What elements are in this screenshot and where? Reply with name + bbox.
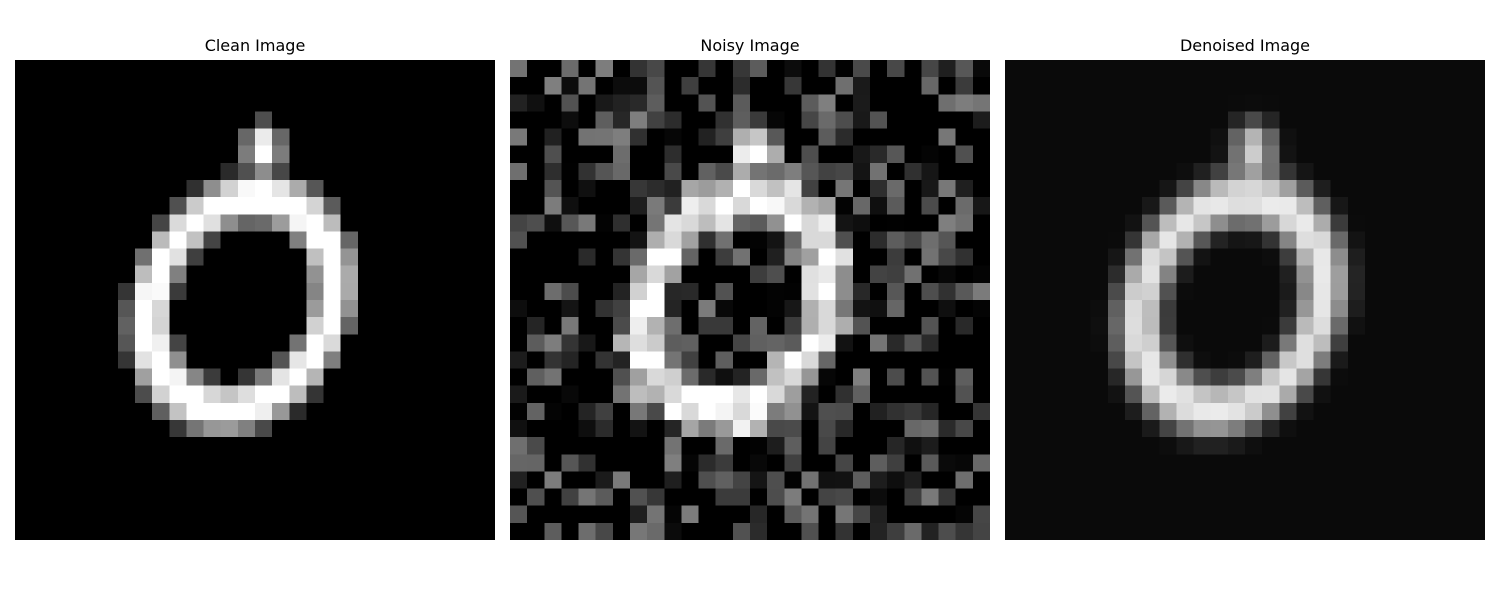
- denoised-digit-image: [1005, 60, 1485, 540]
- clean-digit-image: [15, 60, 495, 540]
- noisy-image-panel: [510, 60, 990, 540]
- noisy-image-title: Noisy Image: [700, 36, 800, 55]
- denoised-image-panel: [1005, 60, 1485, 540]
- denoised-image-title: Denoised Image: [1179, 36, 1311, 55]
- clean-image-title: Clean Image: [204, 36, 306, 55]
- clean-image-panel: [15, 60, 495, 540]
- noisy-digit-image: [510, 60, 990, 540]
